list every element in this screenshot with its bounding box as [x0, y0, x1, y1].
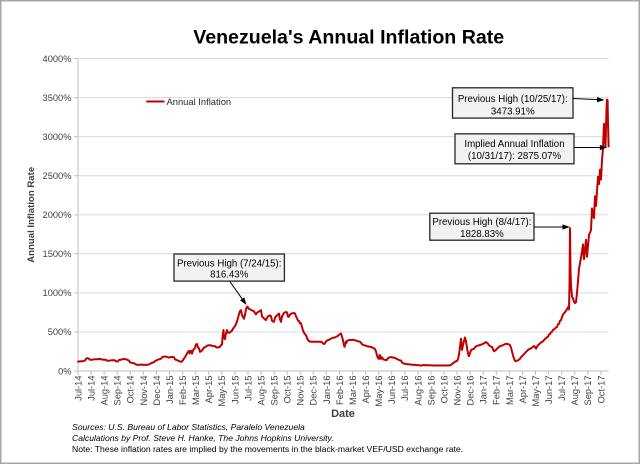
svg-text:Aug-17: Aug-17	[570, 376, 580, 406]
svg-text:Sep-16: Sep-16	[426, 376, 436, 406]
svg-text:Jan-16: Jan-16	[322, 376, 332, 404]
svg-text:Previous High (10/25/17):: Previous High (10/25/17):	[458, 94, 568, 105]
svg-text:Previous High (8/4/17):: Previous High (8/4/17):	[432, 217, 531, 228]
svg-text:2000%: 2000%	[43, 210, 72, 220]
svg-text:Venezuela's Annual Inflation R: Venezuela's Annual Inflation Rate	[193, 27, 504, 49]
svg-text:May-15: May-15	[217, 376, 227, 407]
svg-text:Annual Inflation Rate: Annual Inflation Rate	[26, 167, 37, 263]
svg-text:Jun-15: Jun-15	[230, 376, 240, 404]
svg-text:Note: These inflation rates ar: Note: These inflation rates are implied …	[72, 444, 463, 454]
svg-text:Apr-17: Apr-17	[518, 376, 528, 404]
svg-text:Dec-16: Dec-16	[466, 376, 476, 406]
svg-text:Jul-17: Jul-17	[557, 376, 567, 401]
svg-text:Jun-16: Jun-16	[387, 376, 397, 404]
svg-text:4000%: 4000%	[43, 54, 72, 64]
svg-text:Jul-16: Jul-16	[400, 376, 410, 401]
svg-text:Jul-14: Jul-14	[87, 376, 97, 401]
svg-text:May-17: May-17	[531, 376, 541, 407]
svg-text:Mar-17: Mar-17	[505, 376, 515, 405]
svg-text:Date: Date	[331, 408, 355, 420]
svg-text:Aug-15: Aug-15	[256, 376, 266, 406]
svg-text:0%: 0%	[58, 366, 71, 376]
svg-text:1500%: 1500%	[43, 249, 72, 259]
svg-text:Jan-17: Jan-17	[479, 376, 489, 404]
svg-text:Jan-15: Jan-15	[165, 376, 175, 404]
svg-text:Sep-15: Sep-15	[270, 376, 280, 406]
svg-text:Sep-17: Sep-17	[583, 376, 593, 406]
svg-text:Mar-15: Mar-15	[191, 376, 201, 405]
svg-text:Jul-15: Jul-15	[243, 376, 253, 401]
svg-text:816.43%: 816.43%	[210, 270, 249, 281]
svg-text:Oct-17: Oct-17	[596, 376, 606, 404]
svg-text:Oct-16: Oct-16	[439, 376, 449, 404]
svg-text:Aug-14: Aug-14	[100, 376, 110, 406]
svg-text:1828.83%: 1828.83%	[460, 229, 504, 240]
svg-text:Oct-15: Oct-15	[283, 376, 293, 404]
svg-text:Sep-14: Sep-14	[113, 376, 123, 406]
svg-text:Feb-16: Feb-16	[335, 376, 345, 405]
svg-text:3000%: 3000%	[43, 132, 72, 142]
svg-text:500%: 500%	[48, 327, 72, 337]
svg-text:Aug-16: Aug-16	[413, 376, 423, 406]
svg-text:Nov-14: Nov-14	[139, 376, 149, 406]
svg-text:Feb-17: Feb-17	[492, 376, 502, 405]
svg-text:Oct-14: Oct-14	[126, 376, 136, 404]
svg-text:Dec-14: Dec-14	[152, 376, 162, 406]
svg-text:Calculations by Prof. Steve H.: Calculations by Prof. Steve H. Hanke, Th…	[72, 433, 334, 443]
svg-text:Annual Inflation: Annual Inflation	[167, 96, 232, 107]
svg-text:(10/31/17): 2875.07%: (10/31/17): 2875.07%	[468, 151, 562, 162]
svg-text:1000%: 1000%	[43, 288, 72, 298]
svg-text:Dec-15: Dec-15	[309, 376, 319, 406]
svg-text:Apr-16: Apr-16	[361, 376, 371, 404]
svg-text:May-16: May-16	[374, 376, 384, 407]
svg-text:3473.91%: 3473.91%	[491, 106, 535, 117]
svg-text:Nov-16: Nov-16	[453, 376, 463, 406]
svg-text:Implied Annual Inflation: Implied Annual Inflation	[464, 139, 564, 150]
svg-text:Mar-16: Mar-16	[348, 376, 358, 405]
svg-text:Jun-17: Jun-17	[544, 376, 554, 404]
svg-text:Nov-15: Nov-15	[296, 376, 306, 406]
svg-text:Sources: U.S. Bureau of Labor: Sources: U.S. Bureau of Labor Statistics…	[72, 422, 305, 432]
svg-text:Feb-15: Feb-15	[178, 376, 188, 405]
svg-text:2500%: 2500%	[43, 171, 72, 181]
svg-text:Previous High (7/24/15):: Previous High (7/24/15):	[177, 258, 281, 269]
svg-text:3500%: 3500%	[43, 93, 72, 103]
svg-text:Apr-15: Apr-15	[204, 376, 214, 404]
svg-text:Jul-14: Jul-14	[73, 376, 83, 401]
